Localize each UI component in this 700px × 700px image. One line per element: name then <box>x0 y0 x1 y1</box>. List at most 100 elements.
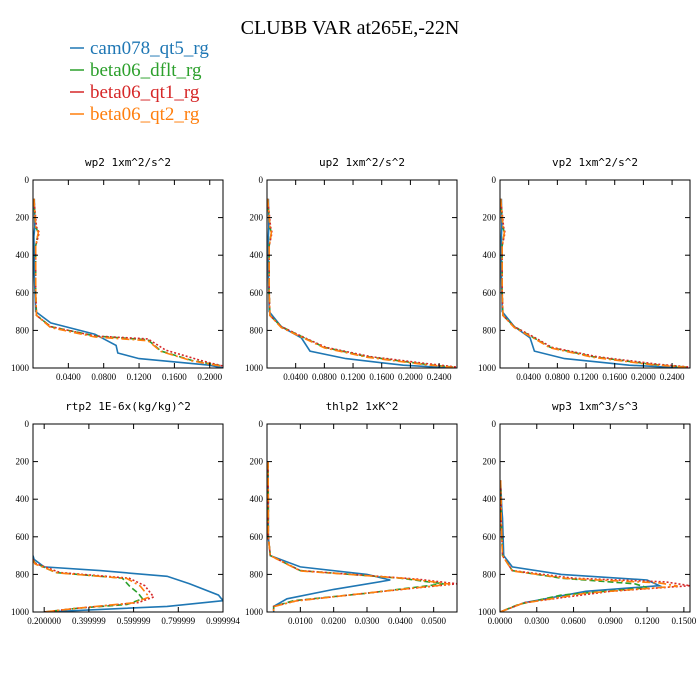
y-tick-label: 200 <box>483 213 497 223</box>
chart-panel-4: rtp2 1E-6x(kg/kg)^2 0 200 400 600 800 10000.20… <box>11 400 240 626</box>
y-tick-label: 1000 <box>478 607 497 617</box>
x-tick-label: 0.0800 <box>312 372 337 382</box>
x-tick-label: 0.1600 <box>369 372 394 382</box>
legend-label-beta06_qt1_rg: beta06_qt1_rg <box>90 82 200 103</box>
y-tick-label: 600 <box>250 288 264 298</box>
y-tick-label: 0 <box>259 419 264 429</box>
series-line-beta06_qt1_rg <box>267 461 457 612</box>
y-tick-label: 200 <box>16 213 30 223</box>
panel-title: up2 1xm^2/s^2 <box>319 156 405 169</box>
y-tick-label: 600 <box>483 532 497 542</box>
x-tick-label: 0.1600 <box>602 372 627 382</box>
y-tick-label: 200 <box>483 457 497 467</box>
x-tick-label: 0.1500 <box>671 616 696 626</box>
series-line-beta06_dflt_rg <box>267 461 444 612</box>
x-tick-label: 0.399999 <box>72 616 106 626</box>
y-tick-label: 800 <box>16 325 30 335</box>
y-tick-label: 800 <box>483 569 497 579</box>
series-line-beta06_qt1_rg <box>267 198 457 368</box>
y-tick-label: 0 <box>25 419 30 429</box>
x-tick-label: 0.0800 <box>545 372 570 382</box>
series-line-beta06_qt2_rg <box>33 559 151 612</box>
x-tick-label: 0.1600 <box>162 372 187 382</box>
y-tick-label: 800 <box>250 325 264 335</box>
series-line-cam078_qt5_rg <box>33 555 223 612</box>
y-tick-label: 800 <box>16 569 30 579</box>
x-tick-label: 0.0800 <box>91 372 116 382</box>
series-line-beta06_dflt_rg <box>500 480 648 612</box>
plot-frame <box>499 179 691 369</box>
chart-panel-5: thlp2 1xK^2 0 200 400 600 800 1000 0.0100 0.0200… <box>245 400 458 626</box>
panel-title: rtp2 1E-6x(kg/kg)^2 <box>65 400 191 413</box>
chart-panel-1: wp2 1xm^2/s^2 0 200 400 600 800 1000 0.0400 0.08… <box>11 156 224 382</box>
series-line-beta06_qt2_rg <box>500 480 678 612</box>
x-tick-label: 0.0400 <box>283 372 308 382</box>
x-tick-label: 0.0200 <box>321 616 346 626</box>
panels: wp2 1xm^2/s^2 0 200 400 600 800 1000 0.0400 0.08… <box>11 156 697 626</box>
series-line-beta06_dflt_rg <box>500 198 687 368</box>
plot-frame <box>266 179 458 369</box>
y-tick-label: 400 <box>483 494 497 504</box>
y-tick-label: 1000 <box>478 363 497 373</box>
x-tick-label: 0.0900 <box>598 616 623 626</box>
legend: cam078_qt5_rgbeta06_dflt_rgbeta06_qt1_rg… <box>70 38 209 125</box>
panel-title: wp2 1xm^2/s^2 <box>85 156 171 169</box>
chart-panel-3: vp2 1xm^2/s^2 0 200 400 600 800 1000 0.0400 0.08… <box>478 156 691 382</box>
x-tick-label: 0.0100 <box>288 616 313 626</box>
x-tick-label: 0.0400 <box>56 372 81 382</box>
series-line-beta06_qt1_rg <box>33 198 223 367</box>
plot-frame <box>266 423 458 613</box>
x-tick-label: 0.1200 <box>574 372 599 382</box>
x-tick-label: 0.0600 <box>561 616 586 626</box>
figure-title: CLUBB VAR at265E,-22N <box>241 17 460 39</box>
chart-panel-2: up2 1xm^2/s^2 0 200 400 600 800 1000 0.0400 0.08… <box>245 156 458 382</box>
y-tick-label: 800 <box>250 569 264 579</box>
series-line-beta06_dflt_rg <box>33 198 223 367</box>
y-tick-label: 600 <box>483 288 497 298</box>
y-tick-label: 1000 <box>11 607 30 617</box>
series-line-cam078_qt5_rg <box>33 198 223 368</box>
y-tick-label: 0 <box>25 175 30 185</box>
x-tick-label: 0.2000 <box>197 372 222 382</box>
x-tick-label: 0.2400 <box>427 372 452 382</box>
series-line-beta06_qt2_rg <box>267 461 451 612</box>
series-line-cam078_qt5_rg <box>500 480 663 612</box>
y-tick-label: 400 <box>250 494 264 504</box>
x-tick-label: 0.0300 <box>524 616 549 626</box>
y-tick-label: 1000 <box>245 607 264 617</box>
x-tick-label: 0.599999 <box>117 616 151 626</box>
y-tick-label: 0 <box>492 175 497 185</box>
x-tick-label: 0.0500 <box>421 616 446 626</box>
y-tick-label: 400 <box>483 250 497 260</box>
x-tick-label: 0.2400 <box>660 372 685 382</box>
plot-frame <box>32 423 224 613</box>
series-line-cam078_qt5_rg <box>500 198 687 368</box>
series-line-beta06_qt2_rg <box>33 198 223 368</box>
x-tick-label: 0.0000 <box>488 616 513 626</box>
x-tick-label: 0.2000 <box>398 372 423 382</box>
x-tick-label: 0.2000 <box>631 372 656 382</box>
x-tick-label: 0.1200 <box>635 616 660 626</box>
series-line-beta06_qt1_rg <box>500 480 690 612</box>
x-tick-label: 0.999994 <box>206 616 240 626</box>
plot-frame <box>499 423 691 613</box>
y-tick-label: 400 <box>16 494 30 504</box>
series-line-beta06_qt1_rg <box>500 198 690 368</box>
series-line-cam078_qt5_rg <box>267 461 391 612</box>
series-line-beta06_qt2_rg <box>267 198 454 368</box>
y-tick-label: 600 <box>250 532 264 542</box>
y-tick-label: 400 <box>250 250 264 260</box>
panel-title: thlp2 1xK^2 <box>326 400 399 413</box>
legend-label-beta06_qt2_rg: beta06_qt2_rg <box>90 104 200 125</box>
y-tick-label: 200 <box>16 457 30 467</box>
y-tick-label: 0 <box>259 175 264 185</box>
x-tick-label: 0.200000 <box>27 616 61 626</box>
x-tick-label: 0.1200 <box>127 372 152 382</box>
y-tick-label: 200 <box>250 213 264 223</box>
x-tick-label: 0.0300 <box>355 616 380 626</box>
series-line-beta06_dflt_rg <box>267 198 454 368</box>
legend-label-cam078_qt5_rg: cam078_qt5_rg <box>90 38 209 59</box>
x-tick-label: 0.1200 <box>341 372 366 382</box>
